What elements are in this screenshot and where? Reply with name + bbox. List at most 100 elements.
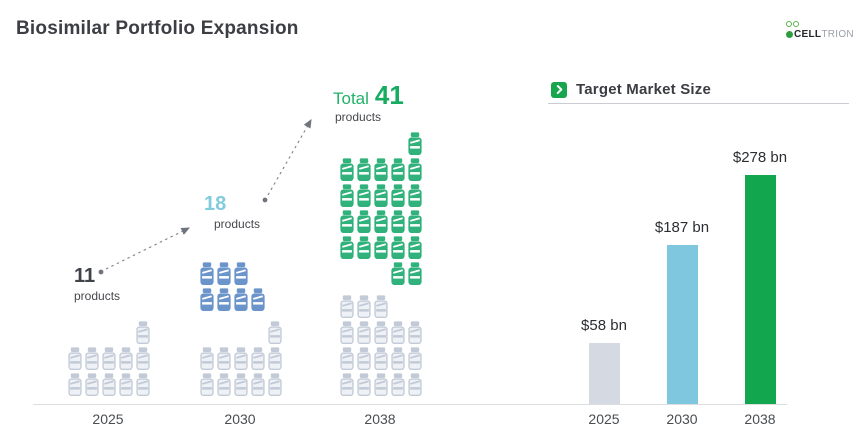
- logo-circle-icon: [786, 21, 792, 27]
- market-bar-2030: [667, 245, 698, 404]
- vial-row: [66, 318, 151, 344]
- year-tick-label: 2038: [744, 411, 776, 427]
- vial-icon-gray: [372, 318, 389, 344]
- growth-arrow-18-to-41: [267, 119, 312, 196]
- vial-icon-gray: [338, 318, 355, 344]
- axis-baseline: [33, 404, 787, 405]
- vial-icon-gray: [249, 370, 266, 396]
- count-label-2025: 11 products: [74, 266, 121, 304]
- vial-row: [198, 344, 283, 370]
- year-tick-label: 2038: [364, 411, 396, 427]
- vial-row: [338, 344, 423, 370]
- vial-icon-blue: [249, 285, 266, 311]
- vial-icon-gray: [66, 344, 83, 370]
- vial-icon-green: [389, 181, 406, 207]
- count-label-total-2038: Total 41 products: [333, 82, 404, 124]
- market-size-title: Target Market Size: [576, 81, 712, 98]
- year-tick-label: 2030: [666, 411, 698, 427]
- vial-icon-green: [338, 207, 355, 233]
- vial-row: [338, 207, 423, 233]
- vial-icon-gray: [355, 344, 372, 370]
- vial-row: [338, 292, 423, 318]
- vial-icon-blue: [232, 259, 249, 285]
- vial-icon-gray: [406, 370, 423, 396]
- count-value: 18: [204, 193, 227, 215]
- vial-icon-green: [406, 129, 423, 155]
- vial-icon-gray: [338, 344, 355, 370]
- vial-icon-gray: [389, 344, 406, 370]
- vial-icon-gray: [232, 344, 249, 370]
- vial-icon-green: [338, 155, 355, 181]
- vial-icon-blue: [215, 259, 232, 285]
- vial-icon-gray: [355, 318, 372, 344]
- vial-icon-green: [406, 259, 423, 285]
- vial-icon-gray: [372, 292, 389, 318]
- vial-icon-green: [355, 181, 372, 207]
- vial-icon-gray: [66, 370, 83, 396]
- vial-icon-green: [406, 155, 423, 181]
- vial-icon-gray: [355, 370, 372, 396]
- vial-icon-gray: [372, 370, 389, 396]
- growth-arrow-11-to-18: [105, 227, 190, 270]
- vial-icon-gray: [117, 344, 134, 370]
- vial-icon-gray: [338, 292, 355, 318]
- vial-icon-blue: [198, 285, 215, 311]
- vial-icon-gray: [249, 344, 266, 370]
- celltrion-logo: CELL TRION: [786, 21, 856, 40]
- vial-row: [198, 370, 283, 396]
- vial-icon-gray: [198, 370, 215, 396]
- vial-icon-green: [372, 207, 389, 233]
- vial-row: [338, 370, 423, 396]
- vial-group-2038: [338, 129, 423, 396]
- vial-icon-gray: [100, 370, 117, 396]
- vial-icon-gray: [406, 318, 423, 344]
- vial-icon-green: [372, 233, 389, 259]
- vial-icon-gray: [83, 370, 100, 396]
- count-unit: products: [335, 110, 382, 124]
- vial-icon-gray: [232, 370, 249, 396]
- vial-icon-gray: [198, 344, 215, 370]
- vial-icon-green: [372, 155, 389, 181]
- vial-row: [66, 344, 151, 370]
- vial-icon-blue: [198, 259, 215, 285]
- market-bar-2038: [745, 175, 776, 404]
- vial-icon-green: [389, 259, 406, 285]
- vial-icon-green: [338, 181, 355, 207]
- market-size-header: Target Market Size: [551, 81, 711, 98]
- vial-icon-green: [355, 207, 372, 233]
- vial-icon-green: [355, 233, 372, 259]
- vial-icon-gray: [338, 370, 355, 396]
- count-label-2030: 18 products: [204, 193, 261, 232]
- page-title: Biosimilar Portfolio Expansion: [16, 18, 299, 39]
- logo-circle-icon: [793, 21, 799, 27]
- bar-value-label: $278 bn: [732, 149, 788, 166]
- vial-row: [338, 233, 423, 259]
- vial-icon-gray: [215, 370, 232, 396]
- vial-row: [338, 318, 423, 344]
- vial-icon-gray: [266, 344, 283, 370]
- vial-icon-gray: [117, 370, 134, 396]
- total-prefix: Total: [333, 89, 369, 108]
- vial-row: [338, 259, 423, 285]
- count-unit: products: [214, 217, 261, 231]
- vial-row: [66, 370, 151, 396]
- vial-row: [198, 318, 283, 344]
- bar-value-label: $58 bn: [581, 317, 627, 334]
- logo-dot-icon: [786, 31, 793, 38]
- count-unit: products: [74, 289, 121, 303]
- vial-icon-green: [406, 181, 423, 207]
- vial-group-2025: [66, 318, 151, 396]
- vial-group-2030: [198, 259, 283, 396]
- header-underline: [548, 103, 849, 104]
- vial-icon-gray: [100, 344, 117, 370]
- vial-icon-green: [406, 233, 423, 259]
- vial-icon-green: [372, 181, 389, 207]
- vial-icon-gray: [215, 344, 232, 370]
- year-tick-label: 2025: [92, 411, 124, 427]
- vial-icon-gray: [134, 344, 151, 370]
- logo-text-trion: TRION: [821, 29, 854, 40]
- vial-row: [338, 155, 423, 181]
- count-value: 41: [374, 80, 404, 110]
- arrow-start-dot: [262, 197, 268, 203]
- vial-icon-gray: [266, 318, 283, 344]
